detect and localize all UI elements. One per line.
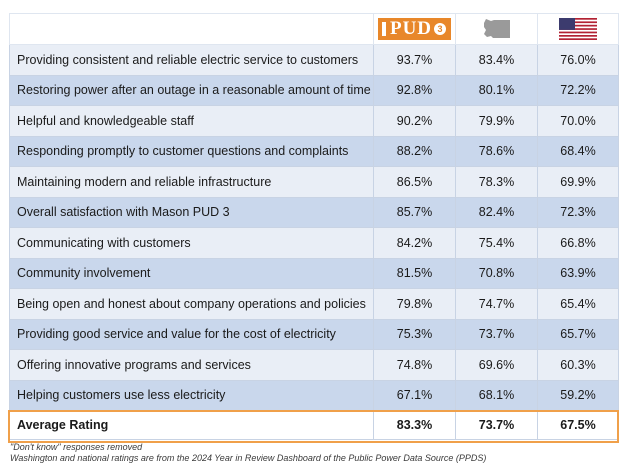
value-cell-washington: 78.3% (455, 166, 538, 198)
value-cell-pud: 92.8% (373, 74, 456, 106)
footnotes: "Don't know" responses removed Washingto… (10, 442, 486, 464)
value-cell-us: 69.9% (537, 166, 619, 198)
value-cell-pud: 67.1% (373, 379, 456, 411)
value-cell-pud: 81.5% (373, 257, 456, 289)
row-label: Overall satisfaction with Mason PUD 3 (9, 196, 374, 228)
table-row: Overall satisfaction with Mason PUD 3 85.… (9, 196, 619, 228)
value-cell-washington: 79.9% (455, 105, 538, 137)
table-row: Responding promptly to customer question… (9, 135, 619, 167)
row-label: Offering innovative programs and service… (9, 349, 374, 381)
footnote-dont-know: "Don't know" responses removed (10, 442, 143, 452)
us-flag-icon (559, 18, 597, 40)
value-cell-washington: 80.1% (455, 74, 538, 106)
header-empty-cell (9, 13, 374, 45)
value-cell-washington: 74.7% (455, 288, 538, 320)
row-label: Restoring power after an outage in a rea… (9, 74, 374, 106)
table-row: Maintaining modern and reliable infrastr… (9, 166, 619, 198)
value-cell-us: 76.0% (537, 44, 619, 76)
row-label: Providing consistent and reliable electr… (9, 44, 374, 76)
table-row: Offering innovative programs and service… (9, 349, 619, 381)
value-cell-washington: 73.7% (455, 318, 538, 350)
value-cell-pud: 93.7% (373, 44, 456, 76)
table-row: Being open and honest about company oper… (9, 288, 619, 320)
row-label: Communicating with customers (9, 227, 374, 259)
washington-state-icon (483, 19, 510, 38)
row-label: Being open and honest about company oper… (9, 288, 374, 320)
value-cell-us: 70.0% (537, 105, 619, 137)
table-row: Restoring power after an outage in a rea… (9, 74, 619, 106)
value-cell-us: 60.3% (537, 349, 619, 381)
table-row: Providing good service and value for the… (9, 318, 619, 350)
pud-logo-mark (381, 22, 386, 36)
value-cell-washington: 70.8% (455, 257, 538, 289)
value-cell-pud: 84.2% (373, 227, 456, 259)
table-row: Communicating with customers 84.2% 75.4% 66… (9, 227, 619, 259)
value-cell-pud: 74.8% (373, 349, 456, 381)
header-pud-cell: PUD 3 (373, 13, 456, 45)
footnote-source: Washington and national ratings are from… (10, 453, 487, 463)
value-cell-pud: 75.3% (373, 318, 456, 350)
row-label: Community involvement (9, 257, 374, 289)
value-cell-us: 65.7% (537, 318, 619, 350)
value-cell-us: 65.4% (537, 288, 619, 320)
value-cell-us: 72.2% (537, 74, 619, 106)
table-row: Community involvement 81.5% 70.8% 63.9% (9, 257, 619, 289)
value-cell-pud: 90.2% (373, 105, 456, 137)
value-cell-us: 66.8% (537, 227, 619, 259)
value-cell-pud: 86.5% (373, 166, 456, 198)
average-value-pud: 83.3% (373, 410, 456, 440)
row-label: Helpful and knowledgeable staff (9, 105, 374, 137)
value-cell-washington: 78.6% (455, 135, 538, 167)
header-us-cell (537, 13, 619, 45)
average-value-washington: 73.7% (455, 410, 538, 440)
row-label: Providing good service and value for the… (9, 318, 374, 350)
value-cell-washington: 68.1% (455, 379, 538, 411)
value-cell-us: 72.3% (537, 196, 619, 228)
value-cell-washington: 83.4% (455, 44, 538, 76)
value-cell-us: 63.9% (537, 257, 619, 289)
value-cell-pud: 79.8% (373, 288, 456, 320)
average-label: Average Rating (9, 410, 374, 440)
average-row: Average Rating 83.3% 73.7% 67.5% (9, 410, 619, 440)
row-label: Helping customers use less electricity (9, 379, 374, 411)
average-value-us: 67.5% (537, 410, 619, 440)
value-cell-washington: 82.4% (455, 196, 538, 228)
header-washington-cell (455, 13, 538, 45)
table-row: Helping customers use less electricity 67… (9, 379, 619, 411)
value-cell-washington: 69.6% (455, 349, 538, 381)
value-cell-washington: 75.4% (455, 227, 538, 259)
table-row: Providing consistent and reliable electr… (9, 44, 619, 76)
value-cell-us: 68.4% (537, 135, 619, 167)
table-row: Helpful and knowledgeable staff 90.2% 79.9… (9, 105, 619, 137)
value-cell-pud: 85.7% (373, 196, 456, 228)
row-label: Maintaining modern and reliable infrastr… (9, 166, 374, 198)
value-cell-us: 59.2% (537, 379, 619, 411)
value-cell-pud: 88.2% (373, 135, 456, 167)
pud-logo-number: 3 (434, 23, 447, 35)
ratings-table: PUD 3 (9, 13, 619, 440)
row-label: Responding promptly to customer question… (9, 135, 374, 167)
pud-logo-text: PUD (389, 18, 433, 39)
pud-logo: PUD 3 (377, 18, 452, 40)
table-header-row: PUD 3 (9, 13, 619, 45)
